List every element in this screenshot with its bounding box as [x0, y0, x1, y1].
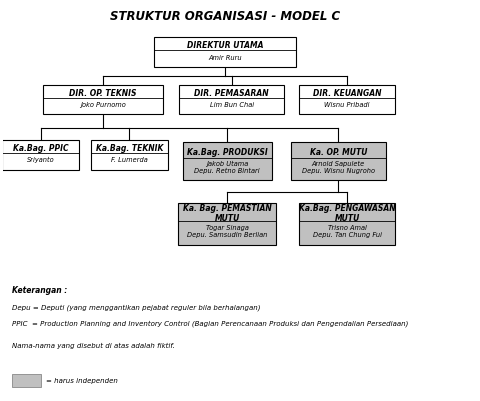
- FancyBboxPatch shape: [43, 85, 162, 115]
- Text: DIR. PEMASARAN: DIR. PEMASARAN: [194, 89, 268, 97]
- Text: Joko Purnomo: Joko Purnomo: [80, 102, 125, 108]
- Text: Amir Ruru: Amir Ruru: [208, 55, 241, 61]
- FancyBboxPatch shape: [299, 203, 394, 245]
- Text: DIR. KEUANGAN: DIR. KEUANGAN: [312, 89, 381, 97]
- Text: Arnold Sapulete
Depu. Wisnu Nugroho: Arnold Sapulete Depu. Wisnu Nugroho: [301, 161, 374, 174]
- Text: Ka. OP. MUTU: Ka. OP. MUTU: [309, 148, 366, 157]
- Text: Ka.Bag. PENGAWASAN
MUTU: Ka.Bag. PENGAWASAN MUTU: [298, 204, 395, 223]
- Text: Wisnu Pribadi: Wisnu Pribadi: [324, 102, 369, 108]
- FancyBboxPatch shape: [299, 85, 394, 115]
- Text: Nama-nama yang disebut di atas adalah fiktif.: Nama-nama yang disebut di atas adalah fi…: [12, 343, 174, 349]
- Text: = harus independen: = harus independen: [46, 378, 118, 384]
- Text: Ka.Bag. TEKNIK: Ka.Bag. TEKNIK: [96, 144, 163, 153]
- Text: Togar Sinaga
Depu. Samsudin Berlian: Togar Sinaga Depu. Samsudin Berlian: [187, 225, 267, 238]
- Text: PPIC  = Production Planning and Inventory Control (Bagian Perencanaan Produksi d: PPIC = Production Planning and Inventory…: [12, 320, 407, 327]
- Text: Jakob Utama
Depu. Retno Bintari: Jakob Utama Depu. Retno Bintari: [194, 161, 260, 174]
- FancyBboxPatch shape: [154, 37, 296, 67]
- FancyBboxPatch shape: [1, 140, 79, 170]
- Text: Ka.Bag. PRODUKSI: Ka.Bag. PRODUKSI: [186, 148, 267, 157]
- FancyBboxPatch shape: [12, 375, 40, 387]
- Text: Ka. Bag. PEMASTIAN
MUTU: Ka. Bag. PEMASTIAN MUTU: [182, 204, 271, 223]
- FancyBboxPatch shape: [290, 142, 385, 180]
- Text: Sriyanto: Sriyanto: [27, 157, 54, 164]
- FancyBboxPatch shape: [90, 140, 168, 170]
- FancyBboxPatch shape: [179, 85, 283, 115]
- FancyBboxPatch shape: [178, 203, 276, 245]
- Text: DIR. OP. TEKNIS: DIR. OP. TEKNIS: [69, 89, 136, 97]
- Text: Trisno Amal
Depu. Tan Chung Fui: Trisno Amal Depu. Tan Chung Fui: [312, 225, 381, 238]
- Text: Depu = Deputi (yang menggantikan pejabat reguler bila berhalangan): Depu = Deputi (yang menggantikan pejabat…: [12, 304, 260, 311]
- Text: Keterangan :: Keterangan :: [12, 286, 67, 294]
- Text: Lim Bun Chai: Lim Bun Chai: [209, 102, 253, 108]
- Text: F. Lumerda: F. Lumerda: [111, 157, 147, 163]
- FancyBboxPatch shape: [182, 142, 271, 180]
- Text: DIREKTUR UTAMA: DIREKTUR UTAMA: [186, 41, 263, 50]
- Text: Ka.Bag. PPIC: Ka.Bag. PPIC: [12, 144, 68, 153]
- Text: STRUKTUR ORGANISASI - MODEL C: STRUKTUR ORGANISASI - MODEL C: [110, 10, 339, 23]
